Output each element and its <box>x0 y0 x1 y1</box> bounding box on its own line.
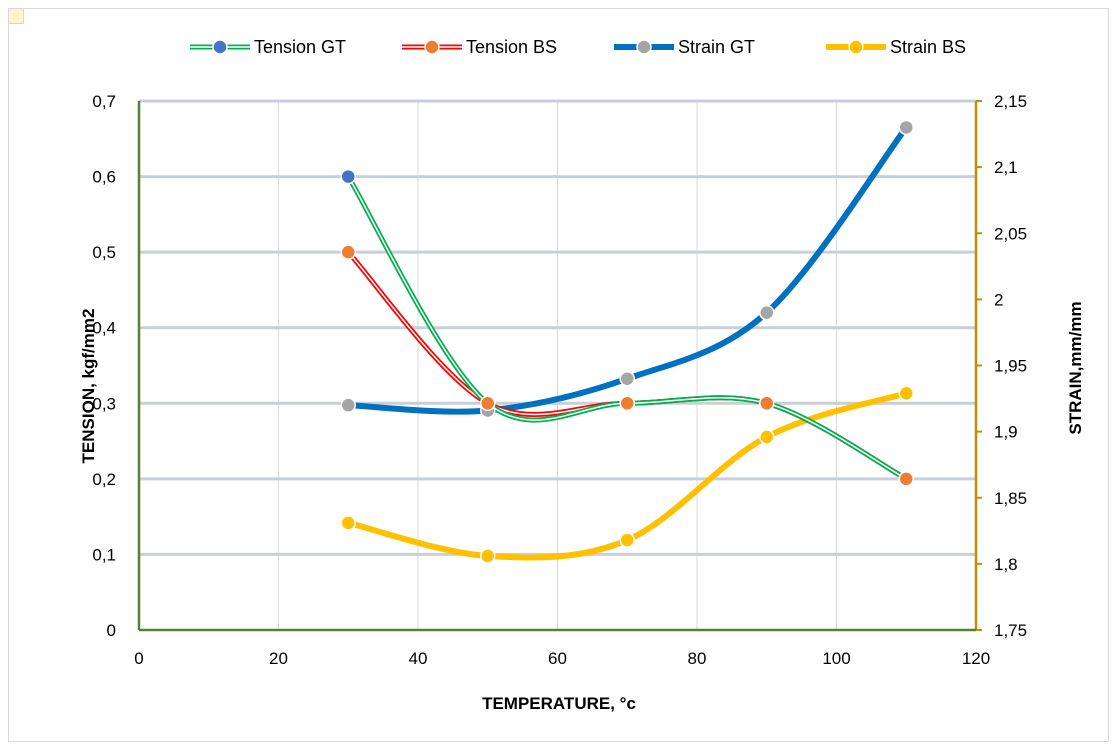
series-line-strain-gt <box>345 124 910 415</box>
y-right-tick-label: 2 <box>994 290 1003 309</box>
legend-marker-tension-gt <box>212 39 228 55</box>
marker-strain-bs <box>759 429 775 445</box>
series-markers <box>340 119 914 564</box>
y-left-tick-label: 0,6 <box>92 168 116 187</box>
x-tick-label: 100 <box>822 649 850 668</box>
grid-lines <box>139 99 976 630</box>
series-lines <box>345 124 910 561</box>
marker-strain-bs <box>619 532 635 548</box>
x-tick-label: 20 <box>269 649 288 668</box>
x-tick-label: 60 <box>548 649 567 668</box>
legend-label-strain-bs: Strain BS <box>890 37 966 57</box>
y-right-tick-label: 1,9 <box>994 423 1018 442</box>
x-tick-label: 120 <box>962 649 990 668</box>
marker-strain-bs <box>480 548 496 564</box>
marker-strain-gt <box>759 304 775 321</box>
y-right-tick-label: 2,15 <box>994 92 1027 111</box>
y-left-tick-label: 0,3 <box>92 394 116 413</box>
legend-marker-strain-bs <box>848 39 864 55</box>
x-tick-label: 40 <box>409 649 428 668</box>
marker-strain-gt <box>619 370 635 387</box>
y-right-tick-label: 1,8 <box>994 555 1018 574</box>
marker-strain-bs <box>898 385 914 402</box>
y-left-tick-label: 0,5 <box>92 243 116 262</box>
y-left-tick-label: 0,4 <box>92 319 116 338</box>
x-tick-label: 80 <box>688 649 707 668</box>
y-left-axis-title: TENSION, kgf/mm2 <box>79 309 98 464</box>
y-right-tick-label: 2,05 <box>994 224 1027 243</box>
marker-tension-bs <box>340 244 356 260</box>
series-line-tension-bs <box>346 250 908 482</box>
legend-marker-tension-bs <box>424 39 440 55</box>
series-line-tension-gt-inner <box>347 176 907 480</box>
marker-tension-gt <box>480 395 496 412</box>
y-right-tick-label: 2,1 <box>994 158 1018 177</box>
legend-marker-strain-gt <box>636 39 652 55</box>
axes <box>137 100 982 632</box>
marker-tension-gt <box>759 395 775 412</box>
x-axis-title: TEMPERATURE, °c <box>482 694 636 713</box>
legend-label-strain-gt: Strain GT <box>678 37 755 57</box>
series-line-tension-bs-inner <box>347 251 907 480</box>
marker-strain-gt <box>340 397 356 413</box>
y-right-tick-label: 1,95 <box>994 357 1027 376</box>
y-right-axis-title: STRAIN,mm/mm <box>1066 301 1085 434</box>
chart-frame <box>8 8 1109 742</box>
marker-tension-gt <box>340 168 356 185</box>
corner-marker <box>9 9 24 24</box>
legend-label-tension-gt: Tension GT <box>254 37 346 57</box>
marker-tension-gt <box>898 471 914 487</box>
marker-strain-gt <box>898 119 914 136</box>
legend-label-tension-bs: Tension BS <box>466 37 557 57</box>
tick-labels: 0 20 40 60 80 100 120 0 0,1 0,2 0,3 0,4 0,5 0,6 0,7 1,7… <box>92 92 1027 668</box>
y-left-tick-label: 0,2 <box>92 470 116 489</box>
y-left-tick-label: 0 <box>107 621 116 640</box>
legend: Tension GT Tension BS Strain GT Strain BS <box>190 37 966 57</box>
y-left-tick-label: 0,1 <box>92 545 116 564</box>
y-right-tick-label: 1,85 <box>994 489 1027 508</box>
y-right-tick-label: 1,75 <box>994 621 1027 640</box>
marker-tension-gt <box>619 395 635 412</box>
y-left-tick-label: 0,7 <box>92 92 116 111</box>
marker-strain-bs <box>340 515 356 531</box>
x-tick-label: 0 <box>134 649 143 668</box>
